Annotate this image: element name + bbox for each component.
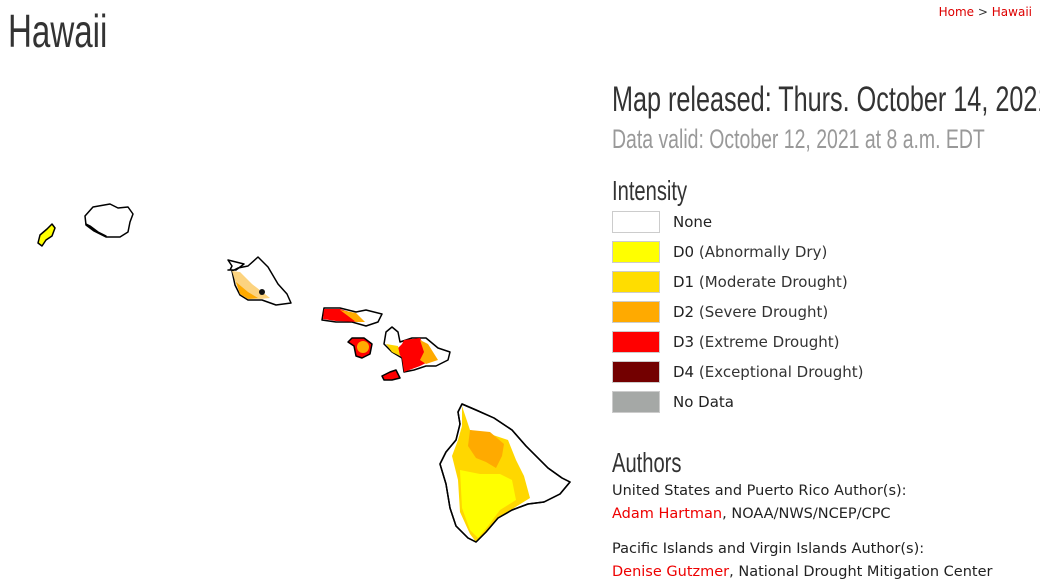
legend-swatch — [612, 331, 660, 353]
legend-label: (Severe Drought) — [698, 303, 829, 321]
author-org: , National Drought Mitigation Center — [729, 564, 993, 580]
author-link[interactable]: Denise Gutzmer — [612, 564, 730, 580]
legend-item-d1: D1 (Moderate Drought) — [612, 267, 864, 297]
legend-title: Intensity — [612, 175, 688, 206]
legend-swatch — [612, 361, 660, 383]
legend-code: D0 — [673, 243, 695, 261]
pi-authors: Denise Gutzmer, National Drought Mitigat… — [612, 564, 992, 580]
breadcrumb: Home > Hawaii — [939, 5, 1032, 19]
pi-authors-heading: Pacific Islands and Virgin Islands Autho… — [612, 541, 925, 557]
data-valid-date: Data valid: October 12, 2021 at 8 a.m. E… — [612, 124, 985, 154]
author-org: , NOAA/NWS/NCEP/CPC — [722, 506, 891, 522]
legend-swatch — [612, 211, 660, 233]
us-authors-heading: United States and Puerto Rico Author(s): — [612, 483, 907, 499]
legend-label: (Moderate Drought) — [698, 273, 848, 291]
legend-item-d3: D3 (Extreme Drought) — [612, 327, 864, 357]
breadcrumb-home-link[interactable]: Home — [938, 5, 975, 19]
island-niihau — [37, 223, 56, 247]
legend-label: (Exceptional Drought) — [698, 363, 864, 381]
author-link[interactable]: Adam Hartman — [612, 506, 723, 522]
legend-swatch — [612, 271, 660, 293]
us-authors: Adam Hartman, NOAA/NWS/NCEP/CPC — [612, 506, 891, 522]
island-kauai — [84, 203, 134, 238]
legend-swatch — [612, 391, 660, 413]
legend-code: D3 — [673, 333, 695, 351]
legend-label: (Abnormally Dry) — [698, 243, 828, 261]
legend-label: (Extreme Drought) — [698, 333, 840, 351]
island-kahoolawe — [381, 369, 401, 381]
legend-item-d2: D2 (Severe Drought) — [612, 297, 864, 327]
legend-item-d4: D4 (Exceptional Drought) — [612, 357, 864, 387]
page-title: Hawaii — [8, 5, 108, 57]
legend-label: No Data — [673, 393, 734, 411]
legend-item-d0: D0 (Abnormally Dry) — [612, 237, 864, 267]
legend-code: D4 — [673, 363, 695, 381]
legend-swatch — [612, 301, 660, 323]
legend: None D0 (Abnormally Dry) D1 (Moderate Dr… — [612, 207, 864, 417]
authors-title: Authors — [612, 447, 682, 478]
breadcrumb-separator: > — [977, 5, 988, 19]
breadcrumb-current-link[interactable]: Hawaii — [991, 5, 1032, 19]
legend-swatch — [612, 241, 660, 263]
legend-label: None — [673, 213, 713, 231]
legend-item-no-data: No Data — [612, 387, 864, 417]
drought-map — [37, 203, 571, 543]
legend-code: D1 — [673, 273, 695, 291]
legend-item-none: None — [612, 207, 864, 237]
legend-code: D2 — [673, 303, 695, 321]
d4-spot — [259, 289, 265, 295]
map-released-date: Map released: Thurs. October 14, 2021 — [612, 80, 1040, 119]
